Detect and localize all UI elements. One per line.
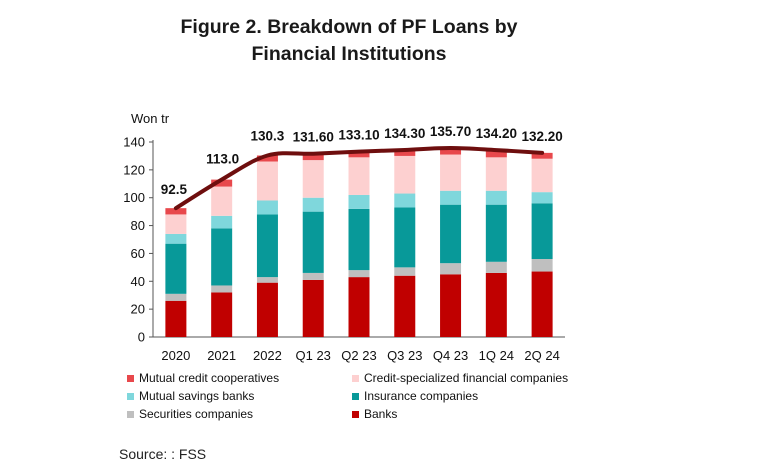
bar-segment-mutual_credit <box>531 152 553 159</box>
total-value-label: 135.70 <box>430 124 471 139</box>
bar-segment-mutual_credit <box>165 208 187 215</box>
bar-segment-insurance <box>394 207 416 268</box>
bar-segment-credit_specialized <box>165 214 187 234</box>
chart-title-line1: Figure 2. Breakdown of PF Loans by <box>180 16 518 38</box>
y-tick-label: 60 <box>131 246 145 261</box>
bar-segment-mutual_savings <box>256 200 278 215</box>
bar-segment-mutual_savings <box>531 192 553 204</box>
bar-segment-banks <box>348 277 370 337</box>
x-tick-label: Q3 23 <box>387 348 422 363</box>
bar-segment-mutual_savings <box>348 194 370 209</box>
x-tick-label: Q4 23 <box>433 348 468 363</box>
y-axis-unit-label: Won tr <box>131 111 170 126</box>
bar-segment-mutual_savings <box>440 190 462 205</box>
bar-segment-insurance <box>531 203 553 259</box>
x-tick-label: 2021 <box>207 348 236 363</box>
bar-segment-securities <box>394 267 416 276</box>
bar-segment-securities <box>302 272 324 280</box>
bar-segment-banks <box>485 272 507 337</box>
bar-segment-credit_specialized <box>440 154 462 191</box>
bar-segment-insurance <box>302 211 324 273</box>
bar-segment-securities <box>348 270 370 278</box>
y-tick-label: 120 <box>123 162 145 177</box>
bar-segment-mutual_credit <box>348 151 370 158</box>
bar-segment-banks <box>211 292 233 337</box>
bar-segment-mutual_credit <box>256 155 278 162</box>
bar-segment-mutual_credit <box>394 149 416 156</box>
y-tick-label: 80 <box>131 218 145 233</box>
bar-segment-insurance <box>485 204 507 262</box>
bar-segment-insurance <box>256 214 278 278</box>
y-tick-label: 0 <box>138 330 145 345</box>
y-tick-label: 100 <box>123 190 145 205</box>
y-tick-label: 20 <box>131 302 145 317</box>
total-value-label: 134.20 <box>476 126 517 141</box>
bar-segment-banks <box>531 271 553 337</box>
bar-segment-insurance <box>165 243 187 294</box>
bar-segment-banks <box>256 282 278 337</box>
x-tick-label: 1Q 24 <box>479 348 514 363</box>
chart-title: Figure 2. Breakdown of PF Loans by Finan… <box>0 14 698 68</box>
total-value-label: 130.3 <box>251 129 285 144</box>
chart-title-line2: Financial Institutions <box>251 43 447 65</box>
bar-segment-mutual_savings <box>485 190 507 205</box>
bar-segment-mutual_credit <box>211 179 233 187</box>
total-value-label: 131.60 <box>293 130 334 145</box>
bar-segment-credit_specialized <box>211 186 233 216</box>
bar-segment-banks <box>440 274 462 337</box>
x-tick-label: 2020 <box>161 348 190 363</box>
y-tick-label: 40 <box>131 274 145 289</box>
bar-segment-banks <box>302 279 324 337</box>
bar-segment-insurance <box>348 208 370 271</box>
total-value-label: 133.10 <box>338 128 379 143</box>
bar-segment-insurance <box>440 204 462 264</box>
bar-segment-insurance <box>211 228 233 286</box>
bar-segment-mutual_savings <box>394 193 416 208</box>
bar-segment-securities <box>165 293 187 301</box>
y-tick-label: 140 <box>123 135 145 150</box>
source-note: Source: : FSS <box>119 446 207 462</box>
bar-segment-banks <box>165 300 187 337</box>
bar-segment-securities <box>211 285 233 293</box>
bar-segment-credit_specialized <box>394 155 416 194</box>
bar-segment-mutual_credit <box>302 153 324 161</box>
total-value-label: 134.30 <box>384 126 425 141</box>
bar-segment-mutual_savings <box>165 233 187 244</box>
bar-segment-securities <box>485 261 507 273</box>
x-tick-label: Q2 23 <box>341 348 376 363</box>
total-line <box>173 145 545 211</box>
bar-segment-securities <box>531 259 553 272</box>
bar-segment-credit_specialized <box>348 157 370 195</box>
bar-segment-securities <box>440 263 462 275</box>
total-value-label: 113.0 <box>206 152 239 167</box>
bar-segment-banks <box>394 275 416 337</box>
bar-segment-mutual_credit <box>485 150 507 158</box>
bar-segment-securities <box>256 277 278 283</box>
x-tick-label: Q1 23 <box>296 348 331 363</box>
total-value-label: 92.5 <box>161 182 188 197</box>
bar-segment-credit_specialized <box>256 161 278 201</box>
x-tick-label: 2022 <box>253 348 282 363</box>
x-tick-label: 2Q 24 <box>524 348 559 363</box>
bar-segment-mutual_savings <box>211 215 233 229</box>
bar-segment-credit_specialized <box>531 158 553 193</box>
bar-segment-mutual_savings <box>302 197 324 212</box>
total-value-label: 132.20 <box>521 129 562 144</box>
bar-segment-mutual_credit <box>440 147 462 155</box>
bar-segment-credit_specialized <box>302 160 324 198</box>
bar-segment-credit_specialized <box>485 157 507 191</box>
